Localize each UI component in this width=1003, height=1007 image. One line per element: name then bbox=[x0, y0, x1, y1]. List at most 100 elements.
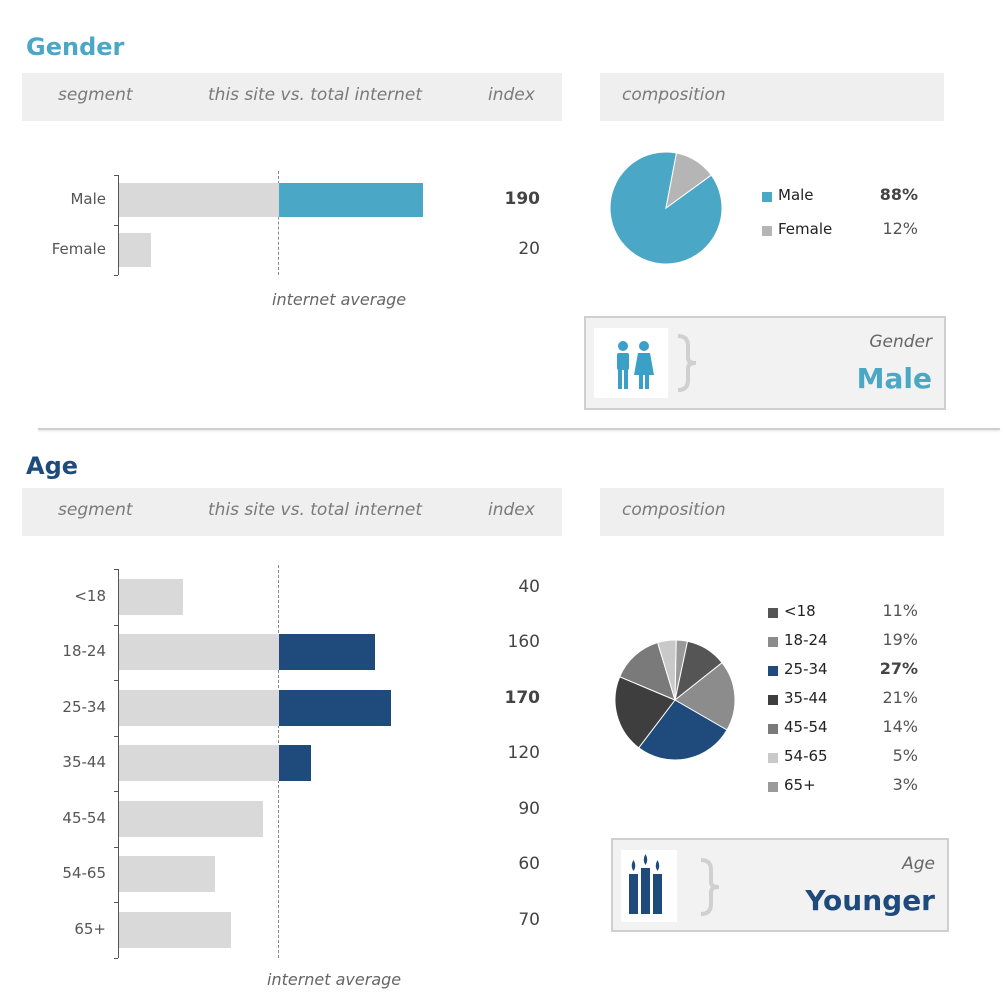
age-pie-slice bbox=[674, 662, 736, 731]
age-bar-base bbox=[119, 745, 279, 782]
age-axis-tick bbox=[114, 569, 118, 570]
age-legend-label: 54-65 bbox=[784, 747, 828, 765]
gender-composition-header: composition bbox=[600, 73, 944, 121]
index-header: index bbox=[488, 85, 535, 105]
gender-axis-tick bbox=[114, 225, 118, 226]
gender-section-title: Gender bbox=[26, 33, 125, 61]
segment-header: segment bbox=[58, 500, 133, 520]
gender-legend-percent: 88% bbox=[879, 185, 918, 204]
age-legend-percent: 11% bbox=[882, 601, 918, 620]
age-legend-label: 18-24 bbox=[784, 631, 828, 649]
gender-legend-swatch bbox=[762, 192, 772, 202]
age-legend-label: <18 bbox=[784, 602, 816, 620]
age-pie-slice bbox=[615, 676, 676, 749]
gender-axis-tick bbox=[114, 175, 118, 176]
age-category-label: 54-65 bbox=[62, 864, 106, 883]
gender-pie-slice bbox=[665, 152, 713, 210]
age-bar-base bbox=[119, 800, 263, 837]
age-card-caption: Age bbox=[902, 854, 935, 874]
comparison-header: this site vs. total internet bbox=[208, 85, 423, 105]
gender-summary-card: Gender Male bbox=[584, 316, 946, 410]
age-bar-excess bbox=[279, 634, 375, 671]
gender-legend-percent: 12% bbox=[882, 219, 918, 238]
age-legend-swatch bbox=[768, 724, 778, 734]
age-legend-percent: 21% bbox=[882, 688, 918, 707]
age-category-label: 45-54 bbox=[62, 808, 106, 827]
age-axis-tick bbox=[114, 846, 118, 848]
gender-category-label: Male bbox=[70, 190, 106, 208]
age-axis-tick bbox=[114, 680, 118, 681]
gender-bar-excess bbox=[279, 183, 423, 217]
age-axis-tick bbox=[114, 957, 118, 959]
composition-header: composition bbox=[622, 500, 726, 520]
age-legend-percent: 14% bbox=[882, 717, 918, 736]
age-legend-percent: 5% bbox=[892, 746, 918, 765]
gender-legend-label: Female bbox=[778, 220, 833, 238]
age-pie-slice bbox=[674, 640, 689, 701]
gender-category-label: Female bbox=[51, 240, 106, 258]
gender-reference-line bbox=[278, 171, 279, 275]
age-category-label: 35-44 bbox=[62, 753, 106, 772]
gender-legend-label: Male bbox=[778, 186, 814, 204]
age-axis-tick bbox=[114, 791, 118, 792]
age-bar-base bbox=[119, 634, 279, 671]
bracket-icon bbox=[677, 334, 697, 392]
age-index-value: 70 bbox=[518, 909, 540, 930]
bracket-icon bbox=[700, 858, 720, 916]
age-legend-label: 35-44 bbox=[784, 689, 828, 707]
comparison-header: this site vs. total internet bbox=[208, 500, 423, 520]
index-header: index bbox=[488, 500, 535, 520]
age-pie-slice bbox=[619, 641, 676, 701]
age-pie-slice bbox=[638, 699, 728, 761]
age-bar-excess bbox=[279, 745, 311, 782]
age-internet-average-label: internet average bbox=[267, 970, 402, 989]
age-index-value: 120 bbox=[507, 743, 540, 764]
age-legend-percent: 3% bbox=[892, 775, 918, 794]
age-summary-card: Age Younger bbox=[611, 838, 949, 932]
age-legend-swatch bbox=[768, 782, 778, 792]
age-index-value: 160 bbox=[507, 632, 540, 653]
age-category-label: 25-34 bbox=[62, 697, 106, 716]
age-legend-swatch bbox=[768, 637, 778, 647]
gender-internet-average-label: internet average bbox=[272, 290, 407, 309]
age-axis-tick bbox=[114, 735, 118, 737]
age-bar-base bbox=[119, 911, 231, 948]
age-bar-excess bbox=[279, 689, 391, 726]
composition-header: composition bbox=[622, 85, 726, 105]
age-legend-label: 25-34 bbox=[784, 660, 828, 678]
gender-card-caption: Gender bbox=[869, 332, 932, 352]
gender-pie-chart bbox=[610, 152, 723, 265]
age-axis-tick bbox=[114, 902, 118, 903]
gender-legend-swatch bbox=[762, 226, 772, 236]
age-legend-swatch bbox=[768, 666, 778, 676]
age-axis-tick bbox=[114, 624, 118, 626]
age-index-value: 60 bbox=[518, 854, 540, 875]
age-section-title: Age bbox=[26, 452, 79, 480]
gender-bar-base bbox=[119, 183, 279, 217]
age-pie-chart bbox=[615, 640, 736, 761]
age-category-label: 65+ bbox=[74, 919, 106, 938]
age-card-value: Younger bbox=[805, 884, 935, 917]
age-index-value: 90 bbox=[518, 798, 540, 819]
age-bar-base bbox=[119, 578, 183, 615]
age-legend-label: 45-54 bbox=[784, 718, 828, 736]
age-index-value: 40 bbox=[518, 576, 540, 597]
gender-index-value: 190 bbox=[504, 189, 541, 209]
age-legend-swatch bbox=[768, 608, 778, 618]
age-legend-percent: 19% bbox=[882, 630, 918, 649]
candles-icon bbox=[621, 850, 677, 922]
section-divider bbox=[38, 428, 1000, 430]
gender-axis-tick bbox=[114, 275, 118, 276]
age-legend-label: 65+ bbox=[784, 776, 816, 794]
age-bar-base bbox=[119, 856, 215, 893]
age-bar-base bbox=[119, 689, 279, 726]
age-index-value: 170 bbox=[504, 687, 541, 708]
gender-bar-base bbox=[119, 233, 151, 267]
age-category-label: 18-24 bbox=[62, 642, 106, 661]
age-legend-percent: 27% bbox=[879, 659, 918, 678]
age-composition-header: composition bbox=[600, 488, 944, 536]
gender-index-value: 20 bbox=[518, 239, 540, 259]
gender-card-value: Male bbox=[856, 362, 932, 395]
gender-table-header: segment this site vs. total internet ind… bbox=[22, 73, 562, 121]
age-table-header: segment this site vs. total internet ind… bbox=[22, 488, 562, 536]
